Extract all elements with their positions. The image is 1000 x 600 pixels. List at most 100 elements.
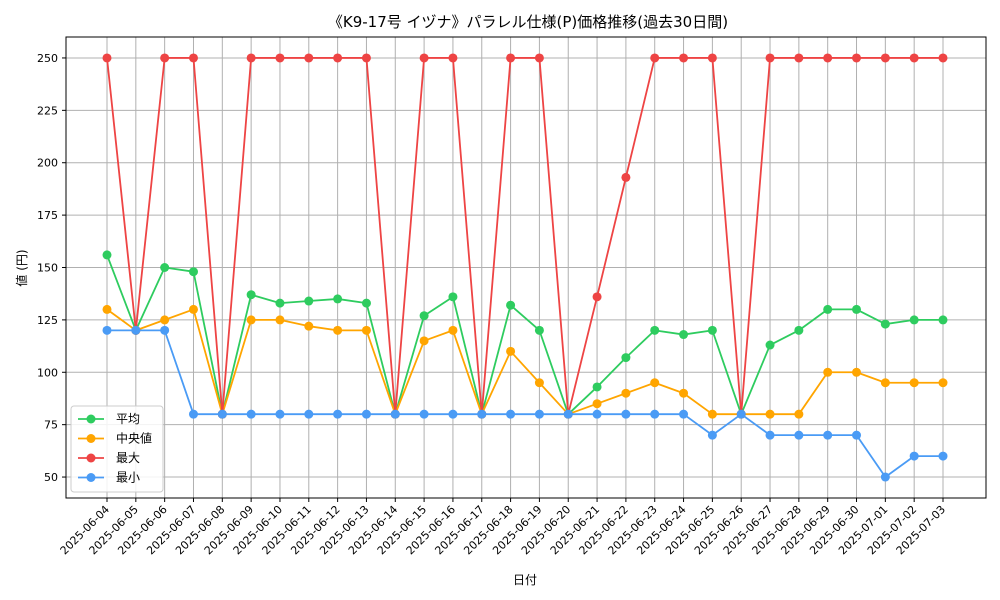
data-point	[304, 321, 314, 331]
data-point	[880, 319, 890, 329]
data-point	[880, 378, 890, 388]
data-point	[679, 409, 689, 419]
data-point	[333, 409, 343, 419]
data-point	[534, 53, 544, 63]
data-point	[506, 300, 516, 310]
data-point	[102, 250, 112, 260]
data-point	[246, 53, 256, 63]
data-point	[679, 388, 689, 398]
data-point	[852, 367, 862, 377]
data-point	[275, 409, 285, 419]
data-point	[650, 325, 660, 335]
data-point	[592, 409, 602, 419]
data-point	[592, 399, 602, 409]
data-point	[160, 263, 170, 272]
data-point	[938, 315, 948, 325]
data-point	[188, 409, 198, 419]
data-point	[275, 53, 285, 63]
data-point	[304, 409, 314, 419]
data-point	[794, 325, 804, 335]
data-point	[361, 298, 371, 308]
y-axis-label: 値 (円)	[14, 249, 29, 286]
data-point	[592, 292, 602, 302]
data-point	[938, 53, 948, 63]
data-point	[852, 430, 862, 440]
x-axis-label: 日付	[513, 573, 537, 587]
legend-label: 中央値	[116, 431, 152, 446]
data-point	[679, 330, 689, 340]
data-point	[794, 409, 804, 419]
data-point	[506, 409, 516, 419]
data-point	[304, 296, 314, 306]
data-point	[765, 53, 775, 63]
data-point	[679, 53, 689, 63]
data-point	[361, 53, 371, 63]
data-point	[333, 294, 343, 304]
y-tick-label: 200	[37, 157, 58, 170]
y-tick-label: 125	[37, 314, 58, 327]
data-point	[448, 409, 458, 419]
y-tick-label: 75	[44, 419, 58, 432]
data-point	[765, 340, 775, 350]
data-point	[448, 292, 458, 302]
data-point	[707, 53, 717, 63]
legend-swatch-marker	[86, 473, 96, 482]
data-point	[852, 53, 862, 63]
data-point	[448, 325, 458, 335]
data-point	[880, 53, 890, 63]
data-point	[765, 409, 775, 419]
data-point	[765, 430, 775, 440]
legend-swatch-marker	[86, 434, 96, 443]
data-point	[419, 409, 429, 419]
data-point	[534, 325, 544, 335]
series-line-2	[106, 57, 943, 416]
data-point	[506, 53, 516, 63]
data-point	[246, 315, 256, 325]
data-point	[650, 378, 660, 388]
legend-box	[70, 405, 164, 493]
y-tick-label: 150	[37, 262, 58, 275]
data-point	[217, 409, 227, 419]
series-lines	[102, 53, 948, 482]
data-point	[160, 325, 170, 335]
data-point	[102, 325, 112, 335]
data-point	[188, 53, 198, 63]
data-point	[592, 382, 602, 392]
data-point	[823, 304, 833, 314]
data-point	[650, 409, 660, 419]
data-point	[621, 409, 631, 419]
data-point	[909, 378, 919, 388]
data-point	[102, 53, 112, 63]
data-point	[304, 53, 314, 63]
data-point	[246, 409, 256, 419]
data-point	[333, 53, 343, 63]
legend-label: 平均	[116, 412, 140, 426]
data-point	[794, 430, 804, 440]
data-point	[448, 53, 458, 63]
data-point	[707, 409, 717, 419]
data-point	[823, 53, 833, 63]
data-point	[852, 304, 862, 314]
data-point	[938, 451, 948, 461]
data-point	[333, 325, 343, 335]
data-point	[736, 409, 746, 419]
data-point	[563, 409, 573, 419]
data-point	[823, 430, 833, 440]
data-point	[909, 315, 919, 325]
legend-swatch-marker	[86, 453, 96, 463]
data-point	[477, 409, 487, 419]
data-point	[621, 388, 631, 398]
y-tick-label: 100	[37, 366, 58, 379]
series-line-0	[106, 254, 943, 416]
y-tick-label: 225	[37, 104, 58, 117]
data-point	[160, 315, 170, 325]
data-point	[419, 336, 429, 346]
data-point	[823, 367, 833, 377]
data-point	[938, 378, 948, 388]
series-line-1	[106, 308, 943, 416]
data-point	[707, 325, 717, 335]
data-point	[246, 290, 256, 300]
data-point	[794, 53, 804, 63]
